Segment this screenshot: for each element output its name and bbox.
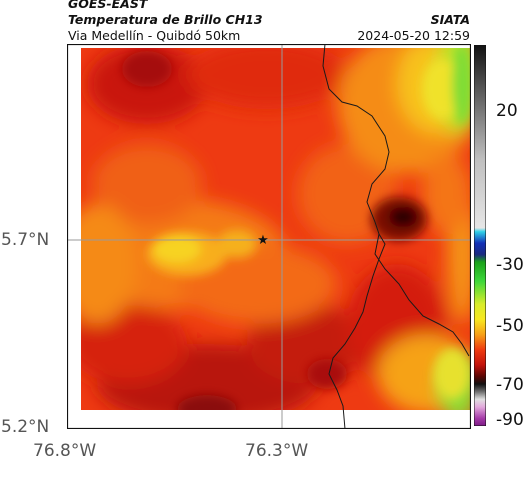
colorbar-tick-minus70: -70 xyxy=(496,375,524,395)
region-subtitle: Via Medellín - Quibdó 50km xyxy=(68,28,241,43)
lon-tick-76.8: 76.8°W xyxy=(33,441,97,461)
colorbar-tick-20: 20 xyxy=(496,101,518,121)
colorbar-tick-minus90: -90 xyxy=(496,410,524,430)
temperature-field xyxy=(81,48,470,410)
star-icon: ★ xyxy=(257,233,269,248)
gridlines xyxy=(67,44,471,429)
colorbar-tick-minus30: -30 xyxy=(496,255,524,275)
lat-tick-5.7: 5.7°N xyxy=(1,230,50,250)
lat-tick-5.2: 5.2°N xyxy=(1,417,50,437)
product-title: Temperatura de Brillo CH13 xyxy=(68,12,263,27)
lon-tick-76.3: 76.3°W xyxy=(245,441,309,461)
satellite-title: GOES-EAST xyxy=(68,0,148,11)
agency-label: SIATA xyxy=(430,12,470,27)
datetime-label: 2024-05-20 12:59 xyxy=(357,28,470,43)
map-frame xyxy=(67,44,471,429)
colorbar-tick-minus50: -50 xyxy=(496,316,524,336)
brightness-temperature-map: ★ xyxy=(67,44,471,429)
department-boundary xyxy=(322,44,470,429)
colorbar xyxy=(474,45,486,426)
